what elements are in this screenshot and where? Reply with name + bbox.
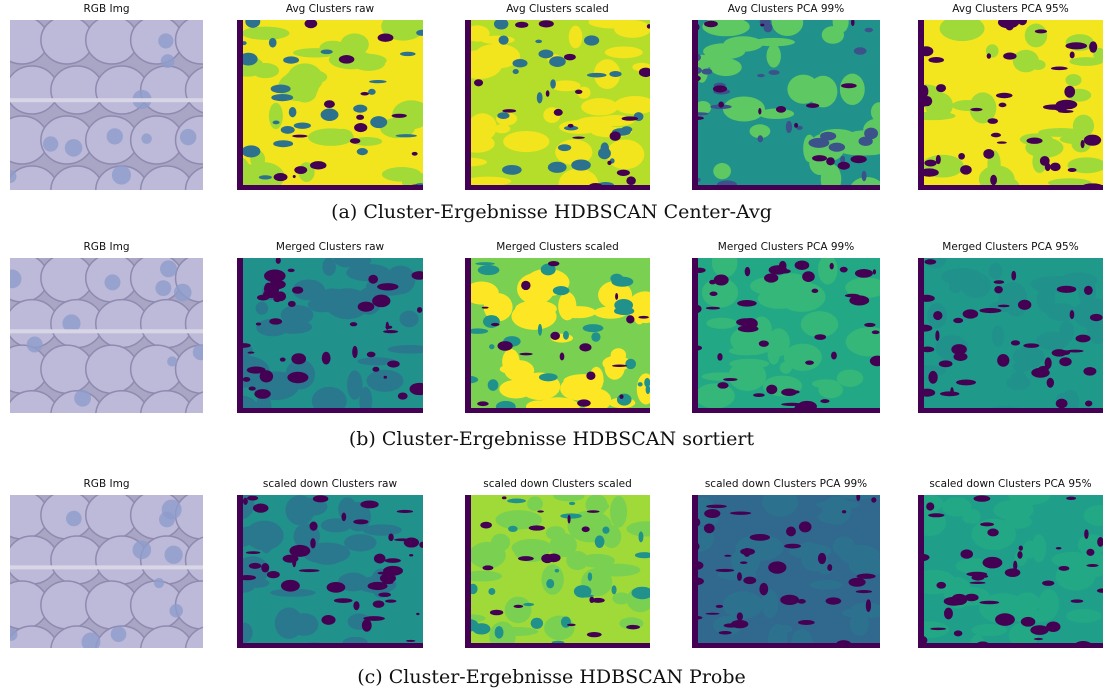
panel-title: RGB Img — [10, 3, 203, 15]
panel-image — [465, 495, 650, 648]
panel-title: RGB Img — [10, 241, 203, 253]
panel-image — [692, 495, 880, 648]
panel-title: RGB Img — [10, 478, 203, 490]
panel-image — [10, 495, 203, 648]
panel-image — [918, 20, 1103, 190]
panel-title: scaled down Clusters scaled — [465, 478, 650, 490]
caption: (a) Cluster-Ergebnisse HDBSCAN Center-Av… — [0, 201, 1103, 223]
panel-title: Avg Clusters PCA 99% — [692, 3, 880, 15]
panel-title: Merged Clusters scaled — [465, 241, 650, 253]
figure: RGB Img Avg Clusters raw Avg Clusters scal… — [0, 0, 1103, 695]
panel-image — [918, 258, 1103, 413]
panel-image — [692, 20, 880, 190]
panel-image — [10, 258, 203, 413]
panel-image — [237, 495, 423, 648]
panel-image — [465, 20, 650, 190]
panel-title: Merged Clusters PCA 95% — [918, 241, 1103, 253]
panel-title: Merged Clusters PCA 99% — [692, 241, 880, 253]
caption: (c) Cluster-Ergebnisse HDBSCAN Probe — [0, 666, 1103, 688]
panel-image — [692, 258, 880, 413]
panel-image — [918, 495, 1103, 648]
panel-title: Avg Clusters scaled — [465, 3, 650, 15]
caption: (b) Cluster-Ergebnisse HDBSCAN sortiert — [0, 428, 1103, 450]
panel-image — [237, 20, 423, 190]
panel-title: scaled down Clusters PCA 99% — [692, 478, 880, 490]
panel-title: scaled down Clusters raw — [237, 478, 423, 490]
panel-image — [465, 258, 650, 413]
panel-title: Avg Clusters raw — [237, 3, 423, 15]
panel-image — [237, 258, 423, 413]
panel-title: Avg Clusters PCA 95% — [918, 3, 1103, 15]
panel-title: Merged Clusters raw — [237, 241, 423, 253]
panel-title: scaled down Clusters PCA 95% — [918, 478, 1103, 490]
panel-image — [10, 20, 203, 190]
